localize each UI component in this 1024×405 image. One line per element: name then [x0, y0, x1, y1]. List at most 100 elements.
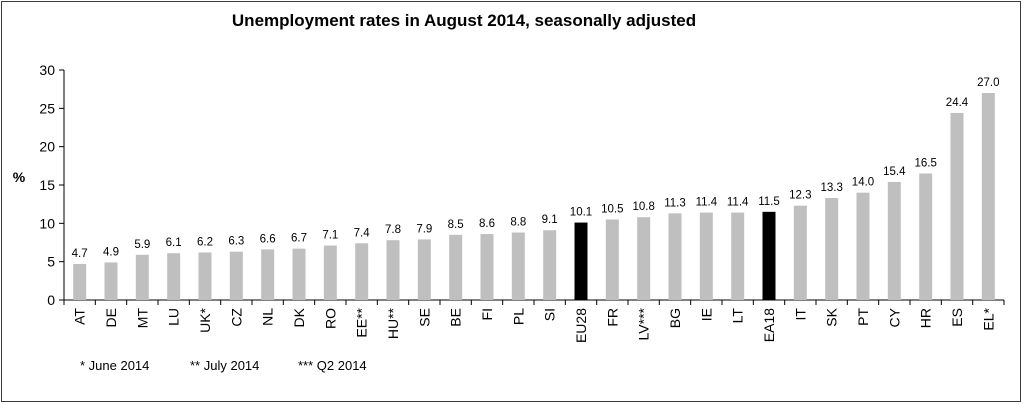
x-tick-label: PL	[510, 308, 526, 325]
bar-nl	[261, 249, 275, 300]
bar-cz	[229, 251, 243, 300]
x-tick-label: UK*	[197, 307, 213, 332]
x-tick-label: EL*	[980, 307, 996, 330]
bar-de	[104, 262, 118, 300]
x-tick-label: LV***	[636, 307, 652, 340]
data-label: 4.7	[72, 248, 88, 260]
bar-hr	[919, 173, 933, 300]
data-label: 15.4	[883, 166, 906, 178]
x-tick-label: FR	[604, 308, 620, 327]
y-tick-label: 15	[39, 177, 55, 193]
bar-sk	[825, 198, 839, 300]
data-label: 12.3	[789, 190, 811, 202]
x-tick-label: IT	[792, 308, 808, 321]
bar-ee	[355, 243, 369, 300]
bar-be	[449, 234, 463, 300]
bar-si	[543, 230, 557, 300]
data-label: 9.1	[542, 214, 558, 226]
data-label: 4.9	[103, 246, 119, 258]
x-tick-label: RO	[322, 308, 338, 329]
data-label: 10.5	[601, 204, 623, 216]
y-tick-label: 20	[39, 139, 55, 155]
bar-pt	[856, 192, 870, 300]
data-label: 6.2	[197, 236, 213, 248]
data-label: 27.0	[977, 77, 999, 89]
data-label: 5.9	[134, 239, 150, 251]
data-label: 6.1	[166, 237, 182, 249]
y-tick-label: 5	[47, 254, 55, 270]
bar-ea18	[762, 211, 776, 300]
footnote-1: * June 2014	[80, 358, 150, 373]
data-label: 7.4	[354, 227, 371, 239]
bar-pl	[511, 232, 525, 300]
y-axis-label: %	[13, 169, 26, 185]
y-tick-label: 10	[39, 215, 55, 231]
x-tick-label: CZ	[228, 308, 244, 327]
data-label: 10.8	[632, 201, 654, 213]
x-tick-label: LT	[730, 308, 746, 324]
data-label: 8.5	[448, 219, 464, 231]
bar-ie	[699, 212, 713, 300]
bar-lv	[637, 217, 651, 300]
bar-ro	[323, 245, 337, 300]
y-tick-label: 0	[47, 292, 55, 308]
bar-cy	[887, 181, 901, 300]
data-label: 8.8	[510, 217, 526, 229]
x-tick-label: PT	[855, 308, 871, 326]
bar-at	[73, 263, 87, 300]
bar-lu	[167, 253, 181, 300]
bar-fi	[480, 234, 494, 300]
bar-bg	[668, 213, 682, 300]
x-tick-label: BG	[667, 308, 683, 328]
x-tick-label: ES	[949, 308, 965, 327]
data-label: 6.3	[228, 236, 244, 248]
x-tick-label: DK	[291, 307, 307, 327]
bar-mt	[135, 254, 149, 300]
data-label: 24.4	[946, 97, 969, 109]
bar-es	[950, 112, 964, 300]
x-tick-label: MT	[134, 308, 150, 329]
x-tick-label: NL	[260, 308, 276, 326]
bar-uk	[198, 252, 212, 300]
x-tick-label: LU	[166, 308, 182, 326]
x-tick-label: AT	[72, 308, 88, 325]
x-tick-label: SE	[416, 308, 432, 327]
y-tick-label: 25	[39, 100, 55, 116]
bar-fr	[605, 219, 619, 300]
data-label: 11.4	[727, 197, 749, 209]
x-tick-label: DE	[103, 308, 119, 327]
x-tick-label: FI	[479, 308, 495, 320]
chart-title: Unemployment rates in August 2014, seaso…	[231, 11, 697, 30]
bar-eu28	[574, 222, 588, 300]
x-tick-label: EE**	[354, 307, 370, 337]
bar-se	[417, 239, 431, 300]
x-tick-label: CY	[886, 307, 902, 327]
data-label: 7.9	[416, 223, 432, 235]
data-label: 16.5	[914, 158, 936, 170]
data-label: 7.8	[385, 224, 401, 236]
footnote-3: *** Q2 2014	[298, 358, 367, 373]
y-tick-label: 30	[39, 62, 55, 78]
x-tick-label: SI	[542, 308, 558, 321]
data-label: 14.0	[852, 177, 874, 189]
x-tick-label: EA18	[761, 308, 777, 342]
bar-lt	[731, 212, 745, 300]
x-tick-label: HU**	[385, 307, 401, 339]
x-tick-label: BE	[448, 308, 464, 327]
data-label: 8.6	[479, 218, 495, 230]
data-label: 11.5	[758, 196, 780, 208]
bar-it	[793, 205, 807, 300]
data-label: 10.1	[570, 207, 592, 219]
data-label: 11.3	[664, 197, 686, 209]
data-label: 11.4	[696, 197, 718, 209]
x-tick-label: HR	[918, 308, 934, 328]
data-label: 7.1	[322, 230, 338, 242]
footnote-2: ** July 2014	[190, 358, 260, 373]
x-tick-label: SK	[824, 307, 840, 326]
bar-hu	[386, 240, 400, 300]
x-tick-label: IE	[698, 308, 714, 321]
data-label: 6.7	[291, 233, 307, 245]
bar-el	[981, 93, 995, 300]
